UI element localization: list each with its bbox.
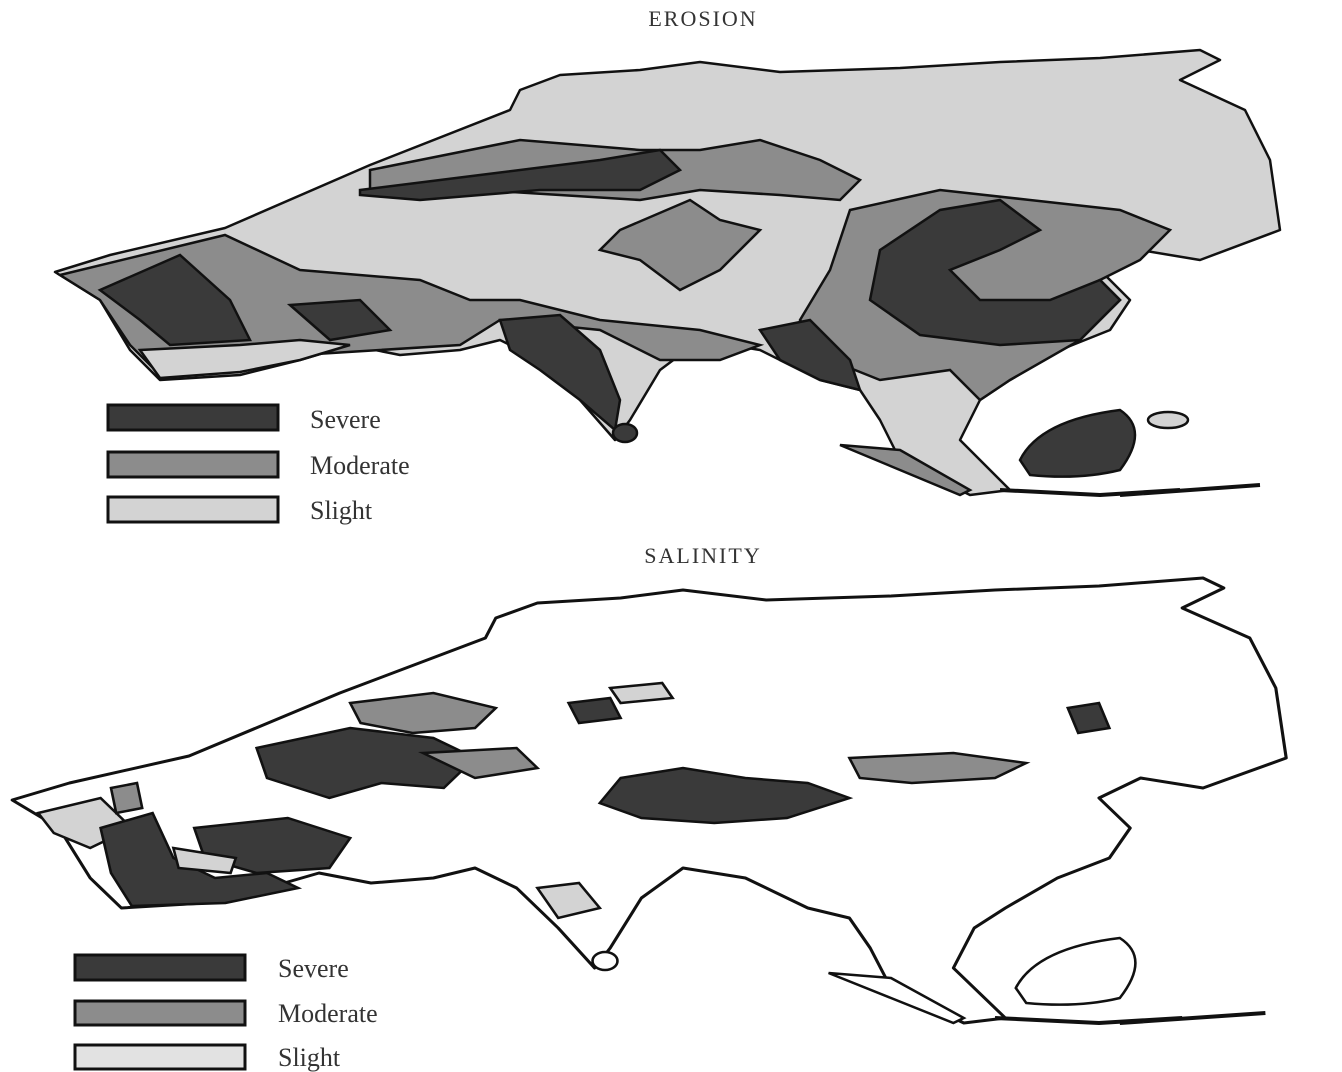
severe-region [99, 811, 303, 908]
severe-region [1065, 701, 1112, 735]
moderate-region [847, 751, 1031, 785]
map-title: EROSION [648, 6, 757, 31]
severe-region [757, 318, 862, 392]
severe-region [566, 696, 623, 725]
slight-region [137, 338, 351, 380]
legend-swatch [73, 999, 247, 1027]
moderate-region [839, 443, 973, 497]
moderate-region [597, 198, 763, 292]
legend-swatch [73, 1043, 247, 1071]
island-outline [994, 1011, 1266, 1026]
moderate-region [109, 781, 144, 815]
moderate-region [418, 746, 541, 780]
slight-region [171, 846, 238, 875]
legend-label: Slight [310, 496, 373, 525]
island-outline [828, 936, 1137, 1025]
severe-region [286, 298, 393, 342]
legend-label: Severe [278, 954, 349, 983]
moderate-region [348, 691, 499, 735]
legend-label: Severe [310, 405, 381, 434]
island-outline [591, 950, 619, 972]
severe-region [97, 253, 252, 347]
severe-region [358, 148, 683, 202]
legend-label: Moderate [310, 451, 410, 480]
map-title: SALINITY [644, 543, 761, 568]
slight-region [1146, 410, 1190, 430]
severe-region [254, 726, 478, 800]
severe-region [597, 766, 854, 825]
slight-region [535, 881, 603, 920]
legend-label: Moderate [278, 999, 378, 1028]
slight-region [607, 681, 675, 705]
legend-swatch [106, 403, 280, 432]
severe-region [868, 198, 1122, 347]
legend-swatch [106, 495, 280, 524]
legend-swatch [106, 450, 280, 479]
legend-swatch [73, 953, 247, 982]
severe-region [611, 422, 639, 444]
erosion-map: EROSION Severe Moderate Slight [53, 6, 1282, 525]
severe-region [1018, 408, 1137, 478]
legend-label: Slight [278, 1043, 341, 1072]
salinity-map: SALINITY Severe Moderate Slight [10, 543, 1288, 1072]
island-outline [999, 483, 1261, 498]
